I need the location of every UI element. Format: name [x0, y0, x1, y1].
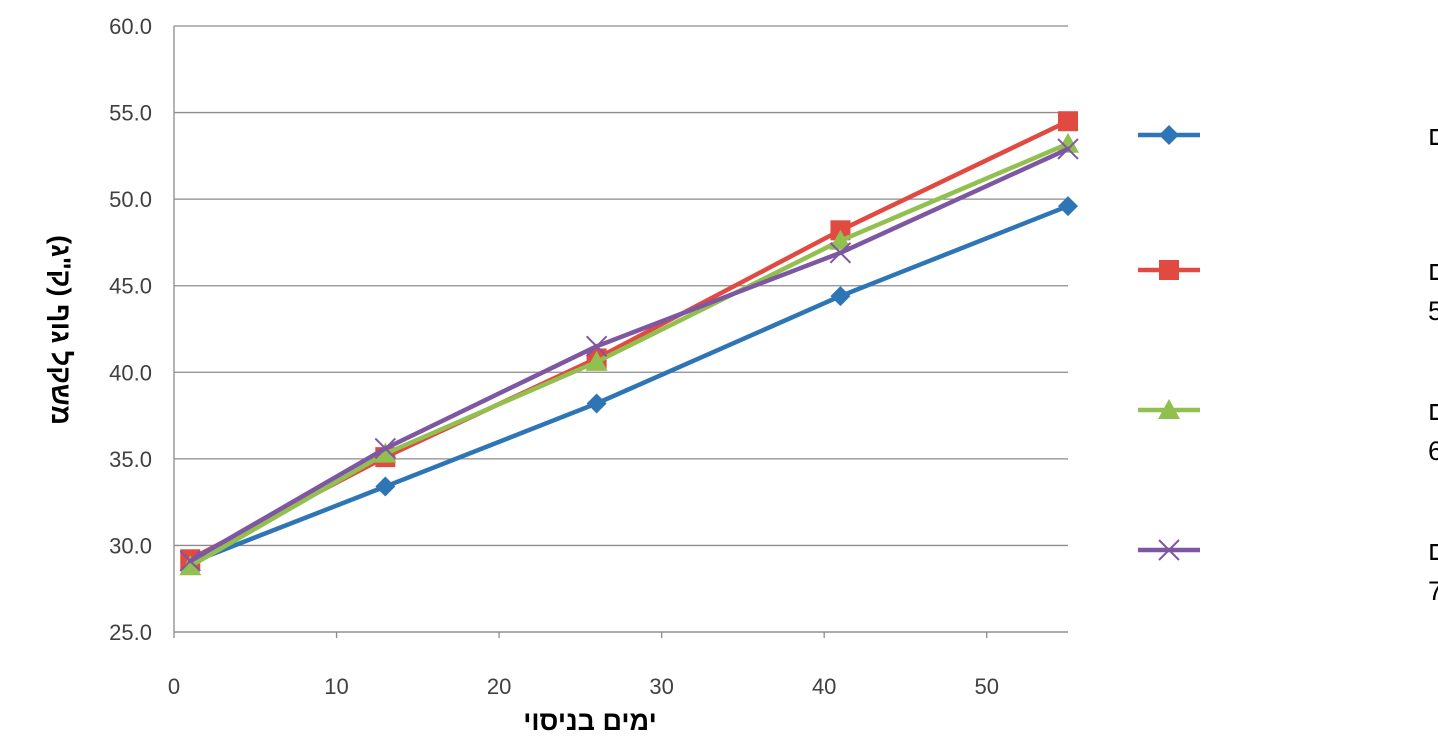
legend-marker-diamond	[1159, 125, 1179, 145]
legend-entry-1: תערובת פיטום	[1138, 121, 1438, 151]
x-axis-title: ימים בניסוי	[523, 706, 656, 736]
legend: תערובת פיטוםכופתיות/גרעיניםשלמים, 50/50כ…	[1138, 121, 1438, 606]
data-point-x	[1057, 138, 1079, 160]
legend-entry-2: כופתיות/גרעינים שלמים, 50/50	[1138, 256, 1438, 326]
y-tick-label: 55.0	[109, 101, 152, 126]
legend-label: כופתיות/גרעינים	[1428, 256, 1438, 286]
tick-labels: 25.0 30.0 35.0 40.0 45.0 50.0 55.0 60.0 0 10 20 30 4…	[109, 14, 999, 699]
series-line	[188, 203, 1071, 565]
y-tick-label: 25.0	[109, 620, 152, 645]
legend-marker-square	[1159, 260, 1179, 280]
data-point-x	[585, 335, 608, 358]
y-tick-label: 50.0	[109, 187, 152, 212]
data-point-x	[374, 437, 397, 460]
series-line	[188, 118, 1071, 562]
x-tick-label: 20	[487, 674, 511, 699]
y-tick-label: 30.0	[109, 533, 152, 558]
data-point-x	[179, 550, 201, 572]
data-point-triangle	[179, 555, 202, 576]
legend-marker-x	[1158, 539, 1180, 561]
data-point-diamond	[586, 393, 607, 414]
legend-label: כופתיות/גרעינים	[1428, 396, 1438, 426]
y-tick-label: 35.0	[109, 447, 152, 472]
data-point-x	[829, 242, 852, 264]
axes	[173, 26, 1068, 638]
y-tick-label: 40.0	[109, 360, 152, 385]
data-point-diamond	[1058, 196, 1078, 217]
x-tick-label: 10	[324, 674, 348, 699]
series-line	[188, 146, 1071, 564]
legend-label: תערובת פיטום	[1428, 121, 1438, 151]
legend-label: שלמים, 50/50	[1428, 296, 1438, 326]
gridlines	[174, 25, 1068, 633]
legend-label: שלמים, 70/30	[1428, 576, 1438, 606]
series-3	[179, 132, 1079, 576]
data-point-triangle	[585, 350, 608, 371]
legend-entry-3: כופתיות/גרעינים שלמים, 60/40	[1138, 396, 1438, 466]
data-point-triangle	[829, 229, 852, 250]
x-tick-label: 0	[168, 674, 180, 699]
legend-label: כופתיות/גרעינים	[1428, 536, 1438, 566]
series-4	[179, 138, 1079, 572]
data-point-triangle	[374, 442, 397, 463]
legend-label: שלמים, 60/40	[1428, 436, 1438, 466]
y-tick-label: 45.0	[109, 274, 152, 299]
x-tick-label: 50	[974, 674, 998, 699]
data-point-diamond	[830, 286, 851, 307]
series-1	[180, 196, 1078, 573]
y-axis-title: משקל גוף (ק"ג)	[46, 235, 76, 425]
legend-marker-triangle	[1158, 399, 1180, 419]
x-tick-label: 40	[812, 674, 836, 699]
legend-entry-4: כופתיות/גרעינים שלמים, 70/30	[1138, 536, 1438, 606]
y-tick-label: 60.0	[109, 14, 152, 39]
series-2	[180, 111, 1078, 570]
data-point-square	[1058, 111, 1078, 132]
data-point-diamond	[375, 476, 396, 497]
series-lines	[179, 111, 1079, 576]
x-tick-label: 30	[649, 674, 673, 699]
data-point-triangle	[1057, 132, 1079, 153]
